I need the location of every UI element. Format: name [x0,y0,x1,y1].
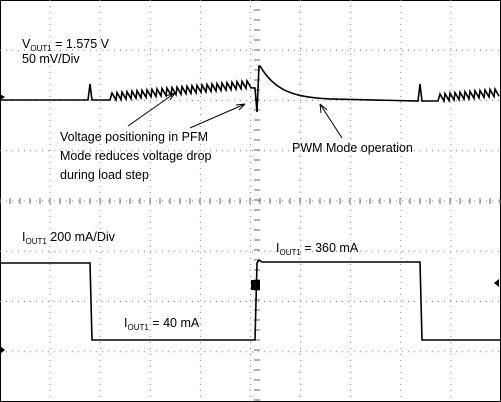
label-text: 200 mA/Div [47,230,116,244]
voltage-label: VOUT1 = 1.575 V [22,37,110,53]
current-trace [0,258,501,341]
label-text: = 360 mA [301,241,359,255]
subscript: OUT1 [25,237,47,246]
voltage-trace [0,65,500,113]
symbol: I [22,230,25,244]
subscript: OUT1 [279,248,301,257]
current-high-label: IOUT1 = 360 mA [276,241,359,257]
pwm-note: PWM Mode operation [292,141,413,155]
current-low-label: IOUT1 = 40 mA [124,316,200,332]
pfm-note-line: Mode reduces voltage drop [60,149,212,163]
current-label: IOUT1 200 mA/Div [22,230,116,246]
label-text: = 40 mA [149,316,200,330]
symbol: I [276,241,279,255]
symbol: V [22,37,31,51]
subscript: OUT1 [30,44,52,53]
label-text: = 1.575 V [52,37,110,51]
symbol: I [124,316,127,330]
pfm-arrow [127,92,176,127]
subscript: OUT1 [127,323,149,332]
pwm-arrow [319,103,343,139]
voltage-scale: 50 mV/Div [22,52,80,66]
pfm-note-line: during load step [60,168,149,182]
trigger-marker [251,280,260,290]
pfm-note-line: Voltage positioning in PFM [60,130,208,144]
pfm-arrow-2 [189,103,246,129]
